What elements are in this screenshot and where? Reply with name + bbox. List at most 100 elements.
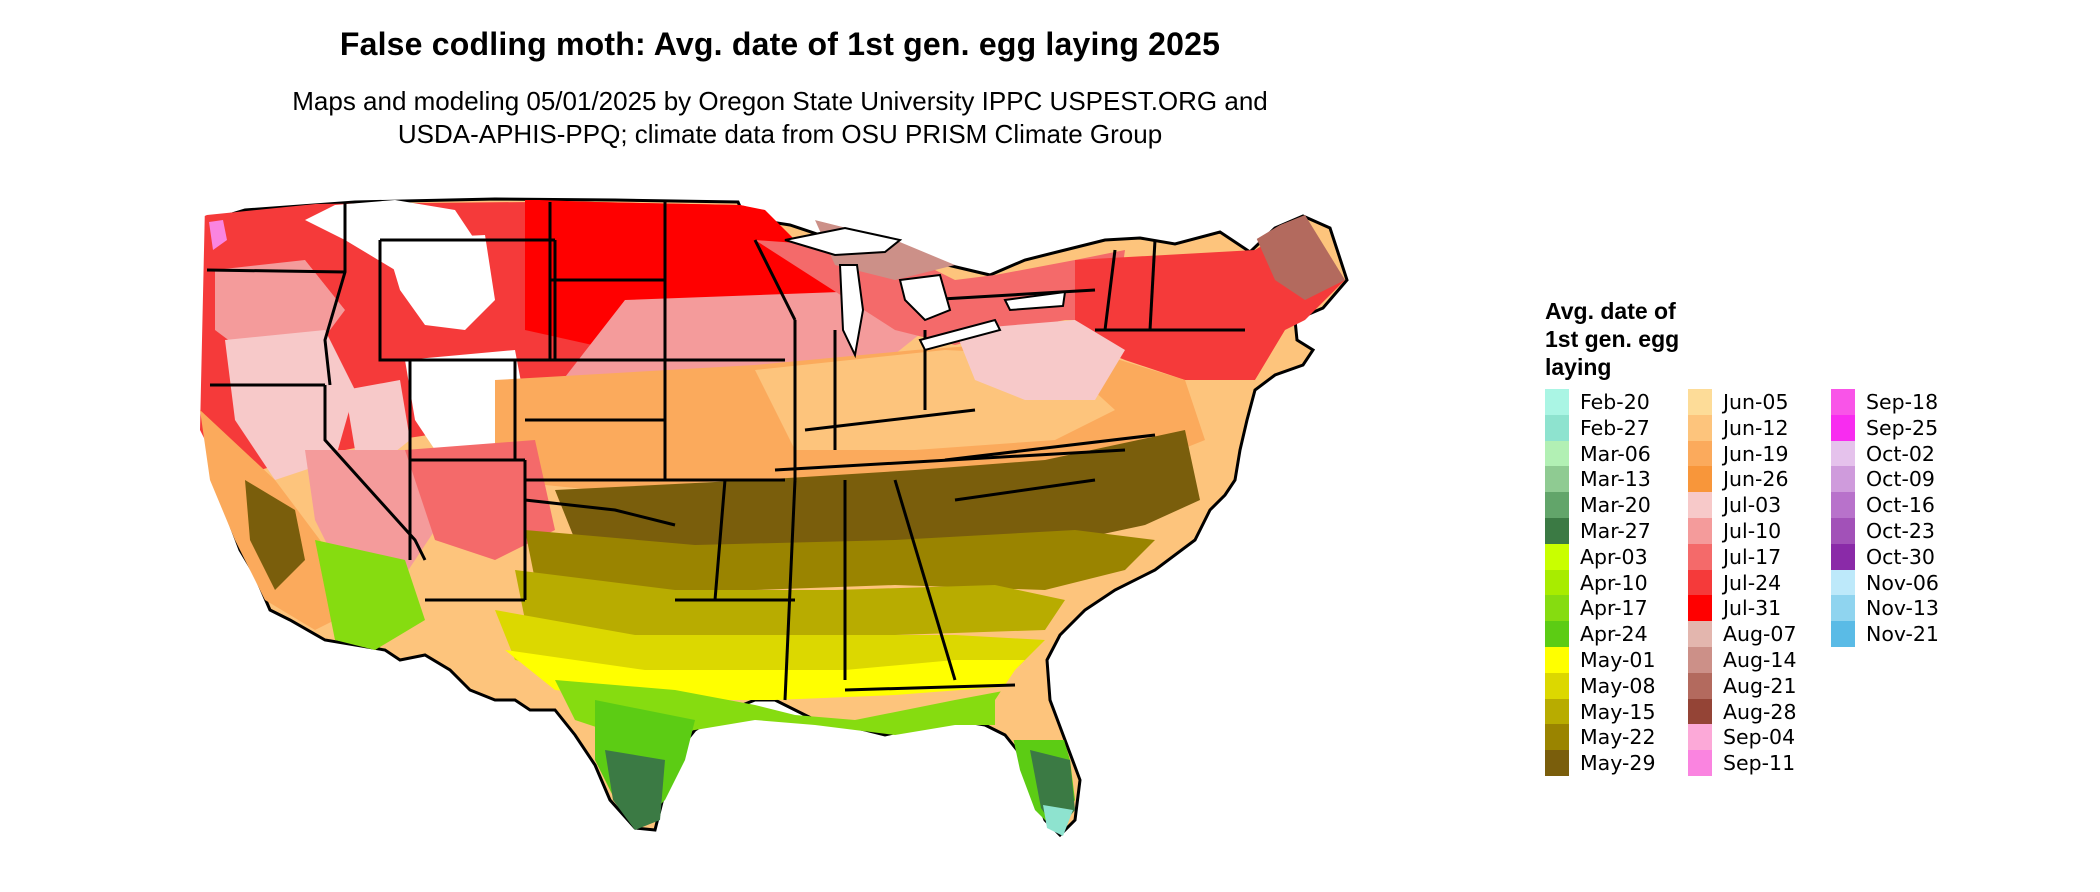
legend-swatch (1688, 595, 1712, 622)
legend-label: Aug-28 (1723, 699, 1797, 724)
legend-label: Oct-16 (1866, 493, 1935, 518)
state-boundaries (206, 202, 1245, 701)
legend-swatch (1831, 569, 1855, 596)
legend-label: Apr-24 (1580, 622, 1648, 647)
legend-swatch (1545, 672, 1569, 699)
boundary-ok-tx (524, 498, 676, 527)
legend-swatch (1545, 750, 1569, 776)
legend-swatch (1545, 569, 1569, 596)
legend-swatch (1688, 621, 1712, 647)
map-subtitle: Maps and modeling 05/01/2025 by Oregon S… (0, 85, 1560, 151)
legend-label: Jun-12 (1723, 415, 1789, 440)
legend-swatch (1545, 517, 1569, 544)
map-title: False codling moth: Avg. date of 1st gen… (339, 26, 1221, 62)
legend-swatch (1831, 414, 1855, 441)
legend-label: Jul-24 (1723, 570, 1782, 595)
us-egg-laying-map (200, 197, 1349, 838)
legend-label: Apr-10 (1580, 570, 1648, 595)
boundary-vt-nh (1148, 239, 1157, 331)
legend-swatch (1831, 621, 1855, 647)
legend-label: Aug-21 (1723, 673, 1797, 698)
legend-swatch (1545, 440, 1569, 467)
legend-label: Mar-13 (1580, 467, 1651, 492)
boundary-ny-vt (1103, 249, 1117, 331)
subtitle-line-2: USDA-APHIS-PPQ; climate data from OSU PR… (397, 119, 1163, 149)
legend-label: Jul-10 (1723, 518, 1782, 543)
zone-texas-tip-dark (605, 750, 665, 830)
legend-label: Mar-27 (1580, 518, 1651, 543)
legend-swatch (1688, 672, 1712, 699)
legend-swatch (1688, 569, 1712, 596)
legend-swatch (1545, 698, 1569, 725)
legend-label: Jun-05 (1723, 390, 1789, 414)
legend-swatch (1688, 389, 1712, 415)
legend-swatch (1688, 750, 1712, 776)
legend-title-line-3: laying (1545, 354, 1612, 380)
legend-swatch (1688, 543, 1712, 570)
zone-maine-brown (1255, 215, 1345, 300)
legend-swatch (1831, 440, 1855, 467)
zone-new-mexico-pink (405, 440, 555, 560)
zone-south-may08 (495, 610, 1045, 680)
legend-swatch (1545, 621, 1569, 647)
legend-label: May-15 (1580, 699, 1656, 724)
legend-swatch (1831, 543, 1855, 570)
legend-label: Nov-21 (1866, 622, 1939, 647)
lake-erie (918, 318, 1002, 352)
legend-label: May-01 (1580, 647, 1656, 672)
legend-title-line-1: Avg. date of (1545, 298, 1676, 324)
legend-swatch (1688, 517, 1712, 544)
legend-title: Avg. date of 1st gen. egg laying (1545, 297, 1725, 381)
zone-south-may22 (525, 530, 1155, 595)
boundary-arkansas-east (713, 479, 727, 601)
boundary-ca-nv (323, 385, 427, 561)
legend-swatch (1831, 466, 1855, 493)
boundary-ky-oh (804, 408, 976, 432)
legend-label: May-08 (1580, 673, 1656, 698)
legend-swatch (1688, 646, 1712, 673)
legend-label: Sep-18 (1866, 390, 1939, 414)
subtitle-line-1: Maps and modeling 05/01/2025 by Oregon S… (292, 86, 1268, 116)
zone-socal-brown (245, 480, 305, 590)
boundary-idaho-east (323, 202, 347, 386)
zone-utah-white (345, 380, 410, 460)
lake-huron (898, 273, 952, 322)
legend-label: Sep-11 (1723, 751, 1796, 776)
legend-swatch (1831, 492, 1855, 518)
legend-swatch (1545, 543, 1569, 570)
legend-label: Jun-19 (1723, 441, 1789, 466)
legend-label: Jul-31 (1723, 596, 1782, 621)
lake-ontario (1003, 290, 1067, 312)
legend-label: Oct-02 (1866, 441, 1935, 466)
boundary-wi-mi (753, 239, 797, 321)
legend-label: Mar-06 (1580, 441, 1651, 466)
legend-label: Aug-07 (1723, 622, 1797, 647)
boundary-va-nc (944, 433, 1156, 462)
boundary-nc-sc (954, 478, 1096, 502)
legend-label: Feb-20 (1580, 390, 1650, 414)
legend-title-line-2: 1st gen. egg (1545, 326, 1680, 352)
legend-swatch (1545, 414, 1569, 441)
legend-label: Oct-09 (1866, 467, 1935, 492)
zone-ohio-pink (955, 320, 1125, 400)
legend-label: Feb-27 (1580, 415, 1650, 440)
legend-label: Oct-23 (1866, 518, 1935, 543)
legend-label: Sep-04 (1723, 725, 1796, 750)
legend-swatch (1831, 517, 1855, 544)
legend-label: Sep-25 (1866, 415, 1939, 440)
legend-label: May-29 (1580, 751, 1656, 776)
lake-michigan (838, 264, 865, 359)
legend-swatch (1688, 440, 1712, 467)
legend-swatch (1688, 698, 1712, 725)
zone-wyoming-white (385, 235, 495, 330)
zone-florida-keys-teal (1043, 805, 1073, 836)
legend-label: May-22 (1580, 725, 1656, 750)
legend-swatch (1831, 389, 1855, 415)
legend-swatch (1545, 389, 1569, 415)
legend-swatch (1688, 724, 1712, 751)
legend-label: Apr-17 (1580, 596, 1648, 621)
zone-southwest-desert-green (315, 540, 425, 650)
boundary-mississippi (783, 479, 797, 701)
legend-label: Mar-20 (1580, 493, 1651, 518)
legend-label: Apr-03 (1580, 544, 1648, 569)
